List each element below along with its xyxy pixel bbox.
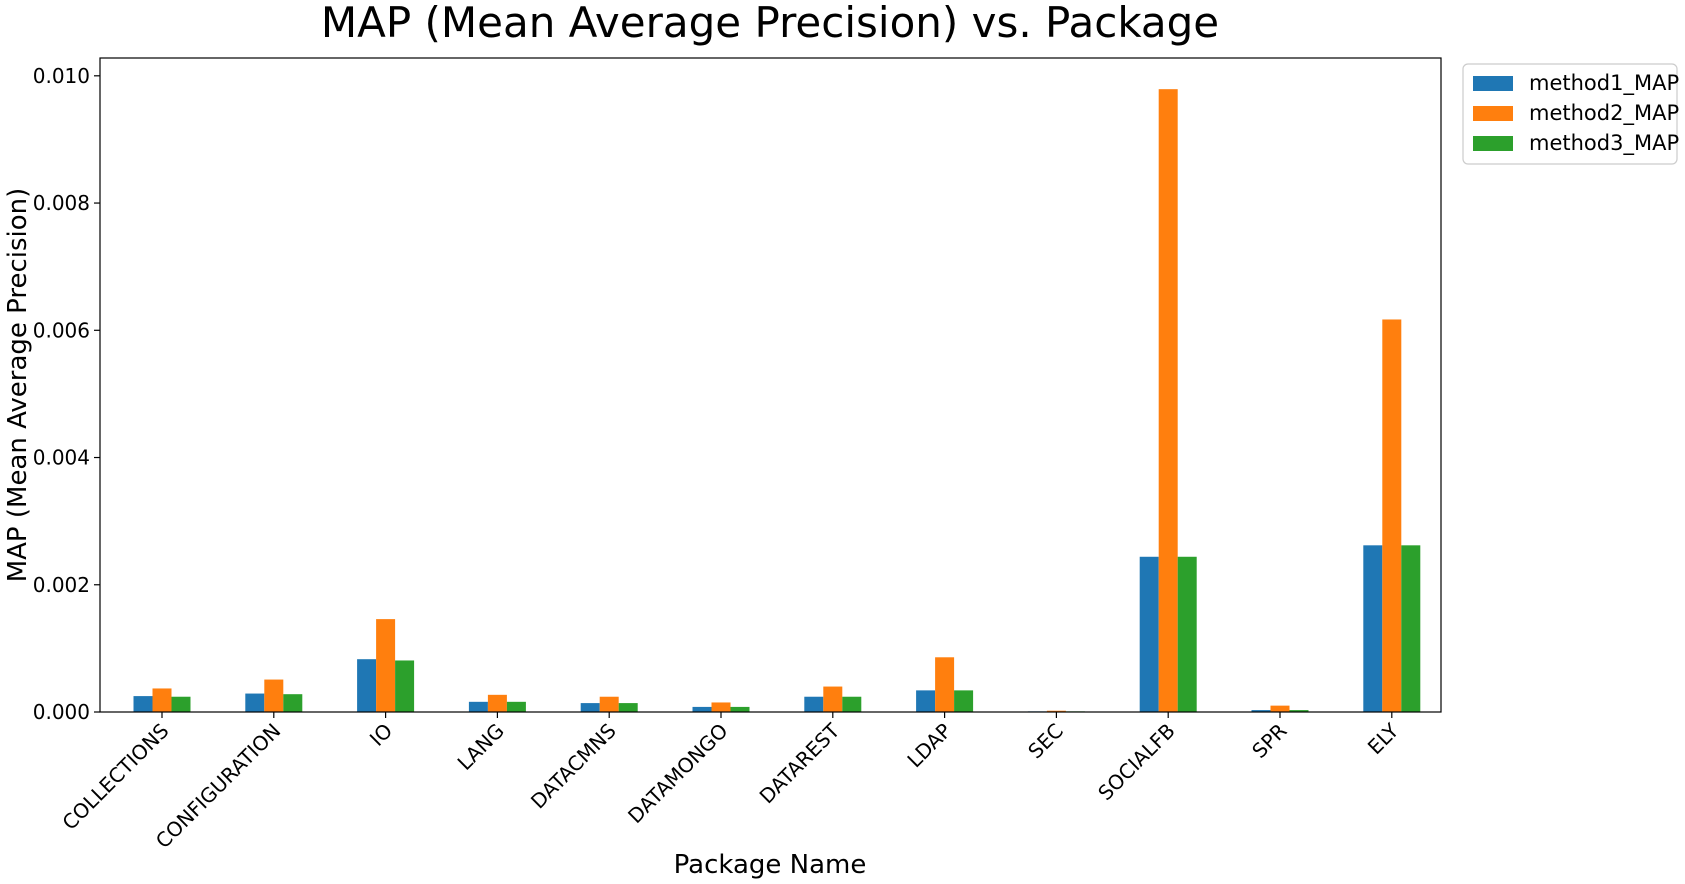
bar-method3_MAP-configuration <box>283 694 303 712</box>
bar-method2_MAP-datamongo <box>711 702 731 712</box>
x-tick-label-io: IO <box>365 719 397 751</box>
legend-label-method1_MAP: method1_MAP <box>1529 71 1679 96</box>
x-tick-label-datacmns: DATACMNS <box>526 719 621 814</box>
y-tick-label: 0.010 <box>33 64 90 88</box>
x-axis-label: Package Name <box>674 850 867 880</box>
bar-method3_MAP-spr <box>1289 710 1309 712</box>
bar-method1_MAP-datarest <box>804 696 824 712</box>
legend-box <box>1462 63 1678 165</box>
x-tick-label-sec: SEC <box>1023 719 1068 764</box>
legend-swatch-method1_MAP <box>1473 76 1513 91</box>
legend: method1_MAP method2_MAP method3_MAP <box>1462 63 1679 165</box>
bar-method1_MAP-ely <box>1363 545 1383 712</box>
bar-method1_MAP-ldap <box>916 690 936 712</box>
legend-swatch-method2_MAP <box>1473 106 1513 121</box>
y-tick-label: 0.000 <box>33 700 90 724</box>
x-tick-label-datarest: DATAREST <box>755 718 845 808</box>
x-tick-label-collections: COLLECTIONS <box>57 719 173 835</box>
x-tick-label-spr: SPR <box>1247 718 1291 762</box>
chart-title: MAP (Mean Average Precision) vs. Package <box>321 0 1219 47</box>
legend-swatch-method3_MAP <box>1473 136 1513 151</box>
bar-method2_MAP-socialfb <box>1158 89 1178 712</box>
bar-method2_MAP-datacmns <box>599 696 619 712</box>
bar-method3_MAP-datacmns <box>618 703 638 712</box>
bar-method1_MAP-configuration <box>245 693 265 712</box>
x-tick-label-lang: LANG <box>453 719 509 775</box>
bar-method2_MAP-collections <box>152 688 172 712</box>
y-tick-label: 0.006 <box>33 318 90 342</box>
x-tick-label-configuration: CONFIGURATION <box>151 719 286 854</box>
y-tick-label: 0.008 <box>33 191 90 215</box>
x-tick-label-datamongo: DATAMONGO <box>623 719 732 828</box>
bar-method2_MAP-ely <box>1382 319 1402 712</box>
y-axis-label: MAP (Mean Average Precision) <box>3 188 33 583</box>
bar-method2_MAP-spr <box>1270 705 1290 712</box>
bar-method2_MAP-lang <box>487 694 507 712</box>
bar-method1_MAP-lang <box>468 701 488 712</box>
bar-method3_MAP-ely <box>1401 545 1421 712</box>
bar-method2_MAP-configuration <box>264 679 284 712</box>
legend-label-method3_MAP: method3_MAP <box>1529 131 1679 156</box>
y-tick-label: 0.004 <box>33 446 90 470</box>
bar-method1_MAP-spr <box>1251 710 1271 712</box>
x-tick-label-ldap: LDAP <box>902 719 956 773</box>
bar-method1_MAP-io <box>357 659 377 712</box>
bar-method1_MAP-datacmns <box>580 703 600 712</box>
bar-method3_MAP-ldap <box>954 690 974 712</box>
bar-method2_MAP-io <box>376 619 396 712</box>
bar-method3_MAP-io <box>395 660 415 712</box>
bar-method3_MAP-datarest <box>842 696 862 712</box>
bar-method1_MAP-collections <box>133 696 153 712</box>
bar-method2_MAP-ldap <box>935 657 955 712</box>
bar-method2_MAP-datarest <box>823 686 843 712</box>
bar-method1_MAP-datamongo <box>692 706 712 712</box>
bar-method3_MAP-lang <box>506 701 526 712</box>
legend-label-method2_MAP: method2_MAP <box>1529 101 1679 126</box>
bar-method3_MAP-socialfb <box>1177 556 1197 712</box>
plot-frame <box>99 57 1442 713</box>
bars-group <box>133 89 1421 712</box>
bar-method1_MAP-socialfb <box>1139 556 1159 712</box>
y-tick-label: 0.002 <box>33 573 90 597</box>
bar-method3_MAP-datamongo <box>730 706 750 712</box>
bar-method2_MAP-sec <box>1046 710 1066 712</box>
bar-method3_MAP-collections <box>171 696 191 712</box>
x-tick-label-ely: ELY <box>1363 718 1404 759</box>
y-axis: 0.000 0.002 0.004 0.006 0.008 0.010 <box>33 64 100 724</box>
x-tick-label-socialfb: SOCIALFB <box>1093 719 1180 806</box>
